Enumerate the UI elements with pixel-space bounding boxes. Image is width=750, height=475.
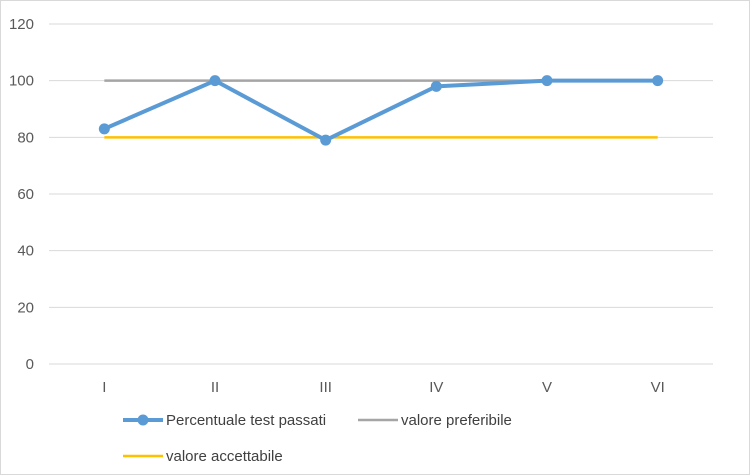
y-tick-label: 100 [9,73,34,90]
series-line-0 [103,78,658,143]
x-tick-label: I [102,379,106,396]
x-tick-label: VI [651,379,665,396]
data-point [430,80,442,92]
data-point [209,75,221,87]
y-tick-label: 40 [17,243,34,260]
data-point [320,134,332,146]
y-tick-label: 120 [9,16,34,33]
data-point [652,75,664,87]
y-axis-tick-labels: 0 20 40 60 80 100 120 [9,16,34,373]
data-point [541,75,553,87]
y-tick-label: 60 [17,186,34,203]
y-tick-label: 20 [17,299,34,316]
legend-label-1: valore preferibile [401,412,512,429]
y-tick-label: 80 [17,129,34,146]
x-tick-label: III [319,379,332,396]
x-tick-label: V [542,379,552,396]
y-tick-label: 0 [26,356,34,373]
legend-marker [137,414,149,426]
gridlines [49,23,713,365]
series-lines [98,75,664,146]
legend-label-2: valore accettabile [166,448,283,465]
legend: Percentuale test passati valore preferibi… [123,412,512,465]
data-point [98,123,110,135]
x-tick-label: II [211,379,219,396]
x-axis-tick-labels: I II III IV V VI [102,379,665,396]
x-tick-label: IV [429,379,443,396]
legend-label-0: Percentuale test passati [166,412,326,429]
